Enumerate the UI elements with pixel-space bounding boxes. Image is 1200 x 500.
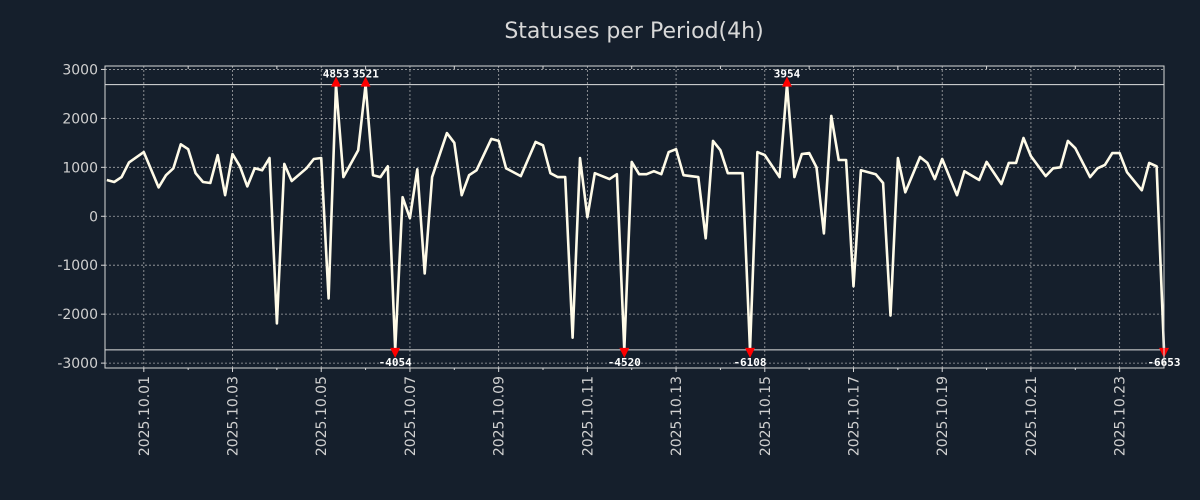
y-tick-label: -3000 (57, 356, 98, 372)
series-line (106, 83, 1166, 352)
clip-marker-up (781, 76, 792, 87)
y-tick-label: -2000 (57, 307, 98, 323)
y-tick-label: 3000 (62, 62, 98, 78)
clip-marker-down (390, 347, 401, 358)
clip-marker-up (331, 76, 342, 87)
y-axis: -3000 -2000 -1000 0 1000 2000 3000 (57, 62, 105, 372)
x-tick-label: 2025.10.21 (1024, 376, 1040, 456)
chart-title: Statuses per Period(4h) (504, 19, 763, 44)
grid (105, 66, 1164, 368)
x-tick-label: 2025.10.23 (1113, 376, 1129, 456)
x-tick-label: 2025.10.15 (758, 376, 774, 456)
clip-value-label: 4853 (323, 68, 350, 81)
y-tick-label: -1000 (57, 258, 98, 274)
clip-value-label: -6108 (733, 356, 766, 369)
clip-lines (105, 84, 1164, 351)
x-tick-label: 2025.10.19 (935, 376, 951, 456)
y-tick-label: 1000 (62, 160, 98, 176)
x-tick-label: 2025.10.13 (669, 376, 685, 456)
x-tick-label: 2025.10.03 (226, 376, 242, 456)
y-tick-label: 0 (89, 209, 98, 225)
clip-marker-up (360, 76, 371, 87)
clip-value-label: -4520 (608, 356, 641, 369)
x-axis: 2025.10.01 2025.10.03 2025.10.05 2025.10.07… (137, 66, 1129, 456)
clip-value-label: 3521 (352, 68, 379, 81)
x-tick-label: 2025.10.05 (314, 376, 330, 456)
clip-marker-down (619, 347, 630, 358)
plot-frame (104, 65, 1165, 369)
clip-value-label: -4054 (379, 356, 412, 369)
clip-marker-down (745, 347, 756, 358)
x-tick-label: 2025.10.11 (580, 376, 596, 456)
x-tick-label: 2025.10.09 (492, 376, 508, 456)
x-tick-label: 2025.10.07 (403, 376, 419, 456)
x-tick-label: 2025.10.01 (137, 376, 153, 456)
x-tick-label: 2025.10.17 (847, 376, 863, 456)
y-tick-label: 2000 (62, 111, 98, 127)
clip-value-label: 3954 (774, 68, 801, 81)
